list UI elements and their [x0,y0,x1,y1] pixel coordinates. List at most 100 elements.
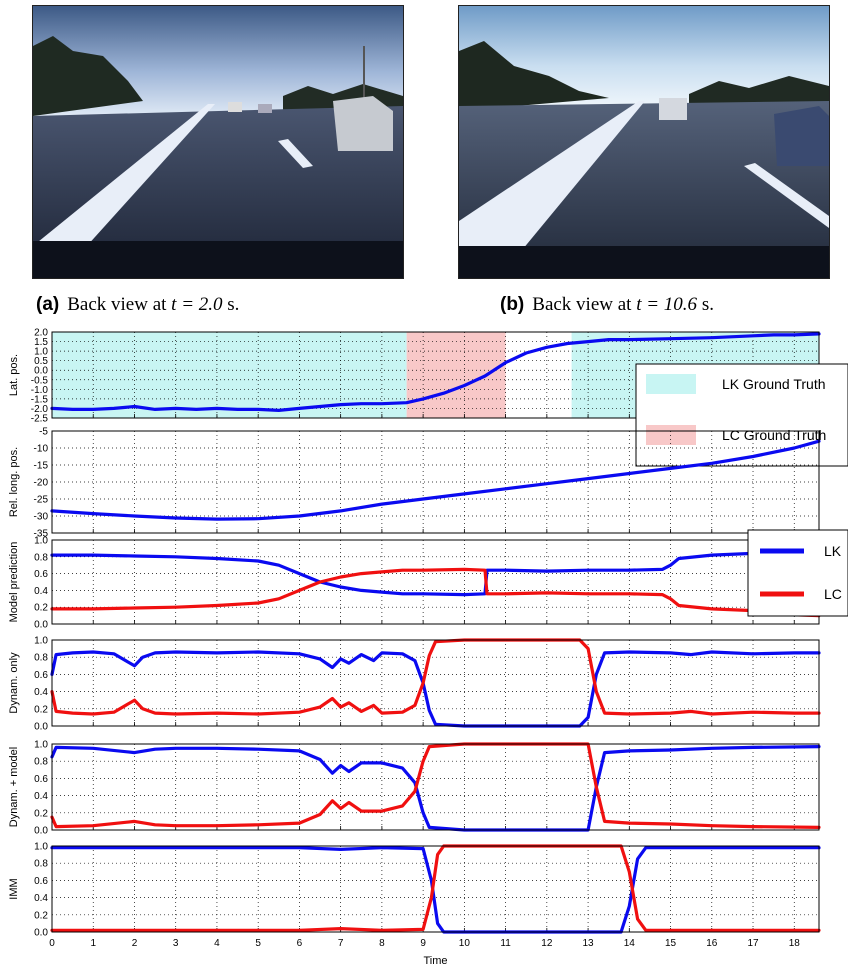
chart-panel-5: 1.0 0.8 0.6 0.4 0.2 0.0 Dynam. + model [8,740,821,837]
y-tick-label: 1.0 [34,347,48,358]
caption-a-unit: s. [222,294,240,315]
chart-panel-1: 2.01.51.00.50.0-0.5-1.0-1.5-2.0-2.5 Lat. … [8,328,848,467]
series-line-lk [50,650,821,728]
series-line-lc [50,567,821,618]
x-tick-label: 4 [214,938,220,949]
legend-label: LC [824,586,842,602]
y-tick-label: 0.8 [34,757,48,768]
x-tick-label: 13 [583,938,595,949]
legend-swatch [646,374,696,394]
x-axis-label: Time [423,955,447,967]
y-tick-label: 0.0 [34,826,48,837]
x-tick-label: 1 [90,938,96,949]
y-tick-label: -0.5 [31,375,49,386]
ground-truth-region-2 [406,332,506,418]
y-axis-label: Rel. long. pos. [8,447,20,517]
x-tick-label: 15 [665,938,677,949]
series-line-lc [50,742,821,829]
x-tick-label: 6 [297,938,303,949]
series-line-lk [50,546,821,597]
x-tick-label: 10 [459,938,471,949]
y-tick-label: -15 [34,461,49,472]
y-tick-label: 0.0 [34,620,48,631]
chart-panel-2: -5 -10 -15 -20 -25 -30 -35 Rel. long. pos. [8,427,821,540]
y-tick-label: 0.2 [34,808,48,819]
y-tick-label: 1.0 [34,740,48,751]
caption-b-tag: (b) [500,294,525,315]
y-axis-label: Dynam. + model [8,747,20,827]
plot-frame [51,639,820,727]
y-tick-label: -20 [34,478,49,489]
plot-frame [51,430,820,534]
x-tick-label: 2 [132,938,138,949]
y-tick-label: -25 [34,495,49,506]
y-tick-label: -10 [34,444,49,455]
chart-panel-4: 1.0 0.8 0.6 0.4 0.2 0.0 Dynam. only [8,636,821,733]
y-tick-label: -1.5 [31,394,49,405]
x-tick-label: 18 [789,938,801,949]
plot-frame [51,539,820,625]
y-tick-label: -2.0 [31,404,49,415]
y-tick-label: 0.8 [34,859,48,870]
caption-b-unit: s. [697,294,714,315]
legend-label: LC Ground Truth [722,427,826,443]
y-tick-label: 1.5 [34,337,48,348]
x-tick-label: 12 [541,938,553,949]
y-tick-label: 0.2 [34,910,48,921]
series-line-lc [50,844,821,932]
plot-frame [51,743,820,831]
caption-a-text: Back view at [67,294,172,315]
y-tick-label: 0.4 [34,893,48,904]
y-tick-label: 0.6 [34,876,48,887]
x-tick-label: 17 [747,938,759,949]
caption-b-math: t = 10.6 [636,294,698,315]
caption-b-text: Back view at [532,294,637,315]
y-tick-label: 0.6 [34,670,48,681]
x-tick-label: 3 [173,938,179,949]
back-view-photo-a [32,5,404,279]
y-tick-label: 0.0 [34,928,48,939]
y-tick-label: 0.8 [34,552,48,563]
legend-label: LK Ground Truth [722,376,826,392]
y-tick-label: 0.6 [34,569,48,580]
legend-box [747,529,848,617]
y-tick-label: -35 [34,529,49,540]
x-tick-label: 14 [624,938,636,949]
y-axis-label: Model prediction [8,542,20,623]
y-tick-label: 0.0 [34,366,48,377]
legend-swatch [646,425,696,445]
caption-a: (a) Back view at t = 2.0 s. [36,294,239,316]
series-line-lk [50,745,821,832]
x-tick-label: 8 [379,938,385,949]
y-tick-label: 0.6 [34,774,48,785]
caption-b: (b) Back view at t = 10.6 s. [500,294,714,316]
y-tick-label: -2.5 [31,414,49,425]
series-line-lat [50,332,821,412]
y-tick-label: 1.0 [34,536,48,547]
y-tick-label: 0.8 [34,653,48,664]
x-tick-label: 16 [706,938,718,949]
caption-a-tag: (a) [36,294,60,315]
y-tick-label: -1.0 [31,385,49,396]
y-tick-label: 0.5 [34,356,48,367]
road-scene-a-image [33,6,403,278]
y-tick-label: 0.2 [34,603,48,614]
caption-a-math: t = 2.0 [171,294,223,315]
x-tick-label: 9 [420,938,426,949]
back-view-photo-b [458,5,830,279]
chart-panel-3: 1.0 0.8 0.6 0.4 0.2 0.0 Model prediction LK LC [8,529,848,631]
y-tick-label: -30 [34,512,49,523]
series-line-lk [50,846,821,934]
x-tick-label: 0 [49,938,55,949]
legend-label: LK [824,543,842,559]
y-axis-label: Dynam. only [8,652,20,714]
plot-frame [51,845,820,933]
series-line-lat [50,439,821,521]
series-line-lc [50,638,821,716]
y-tick-label: 0.0 [34,722,48,733]
y-tick-label: 1.0 [34,636,48,647]
x-tick-label: 5 [255,938,261,949]
y-tick-label: 2.0 [34,328,48,339]
y-tick-label: 0.2 [34,704,48,715]
